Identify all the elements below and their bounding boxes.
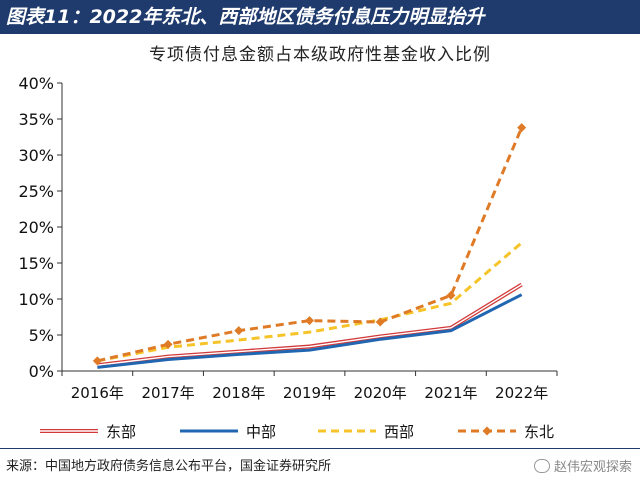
y-tick-label: 35% xyxy=(18,110,54,129)
series-line-西部 xyxy=(97,241,523,363)
x-tick-label: 2017年 xyxy=(141,384,194,402)
y-tick-label: 10% xyxy=(18,290,54,309)
x-tick-label: 2021年 xyxy=(424,384,477,402)
y-tick-label: 25% xyxy=(18,182,54,201)
data-point-东北 xyxy=(163,339,173,349)
y-tick-label: 15% xyxy=(18,254,54,273)
x-tick-label: 2018年 xyxy=(212,384,265,402)
y-tick-label: 20% xyxy=(18,218,54,237)
figure-header: 图表11：2022年东北、西部地区债务付息压力明显抬升 xyxy=(0,0,640,34)
y-tick-label: 30% xyxy=(18,146,54,165)
legend-label-东部: 东部 xyxy=(106,423,136,441)
data-point-东北 xyxy=(375,317,385,327)
watermark: 赵伟宏观探索 xyxy=(533,456,632,475)
legend-label-中部: 中部 xyxy=(246,423,276,441)
x-tick-label: 2020年 xyxy=(354,384,407,402)
data-point-东北 xyxy=(92,356,102,366)
legend-label-东北: 东北 xyxy=(524,423,554,441)
y-tick-label: 0% xyxy=(29,362,54,381)
x-tick-label: 2016年 xyxy=(71,384,124,402)
x-tick-label: 2019年 xyxy=(283,384,336,402)
legend-label-西部: 西部 xyxy=(384,423,414,441)
source-note: 来源：中国地方政府债务信息公布平台，国金证券研究所 xyxy=(0,448,640,482)
legend-marker-东北 xyxy=(482,426,492,436)
watermark-text: 赵伟宏观探索 xyxy=(553,460,632,475)
y-tick-label: 5% xyxy=(29,326,54,345)
chart-title: 专项债付息金额占本级政府性基金收入比例 xyxy=(149,45,491,65)
data-point-东北 xyxy=(446,290,456,300)
x-tick-label: 2022年 xyxy=(495,384,548,402)
data-point-东北 xyxy=(234,326,244,336)
series-line-inner-东部 xyxy=(97,284,523,366)
data-point-东北 xyxy=(517,123,527,133)
wechat-icon xyxy=(533,458,550,473)
series-line-中部 xyxy=(97,293,523,369)
data-point-东北 xyxy=(305,316,314,326)
y-tick-label: 40% xyxy=(18,74,54,93)
